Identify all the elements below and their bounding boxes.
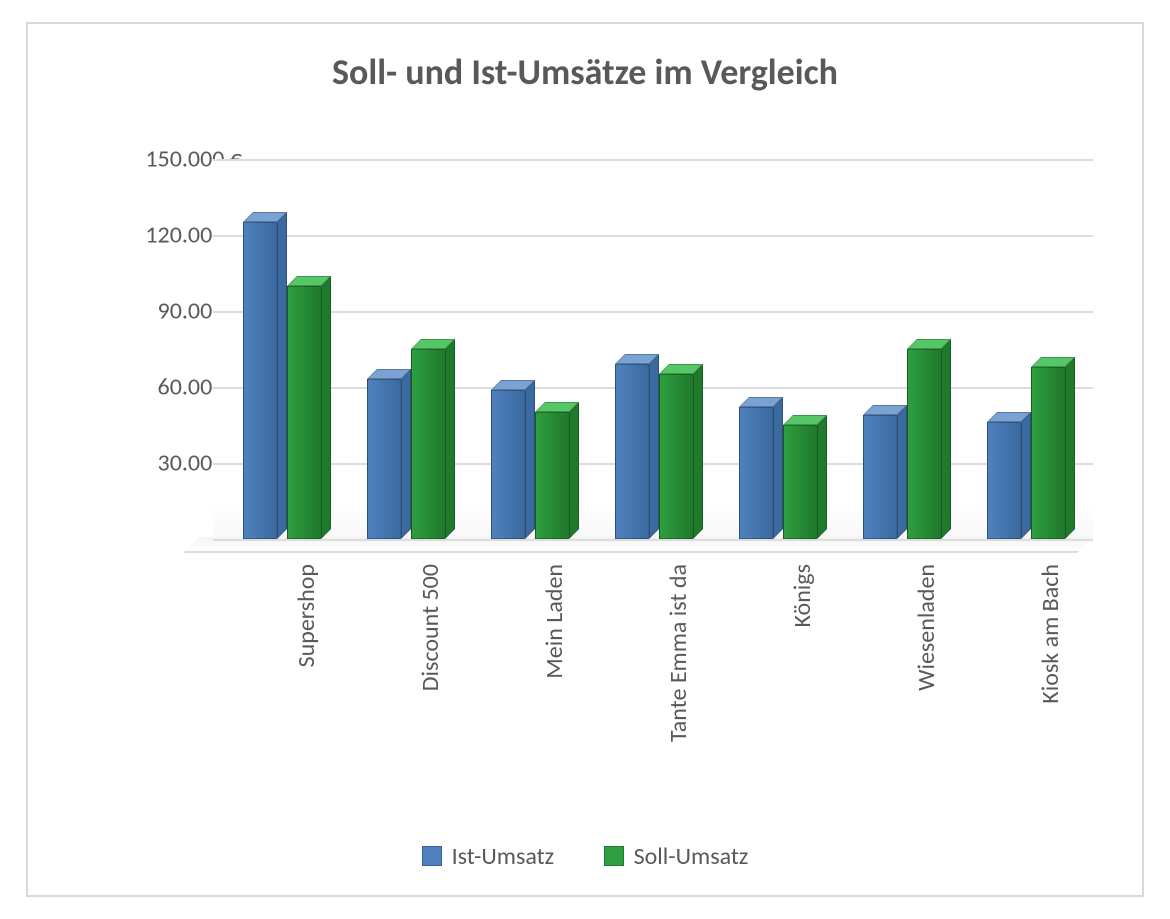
bar-soll (783, 425, 817, 539)
x-tick-label: Kiosk am Bach (1036, 564, 1065, 704)
bar-ist (367, 379, 401, 539)
x-tick-label: Mein Laden (540, 564, 569, 679)
x-tick-label: Wiesenladen (912, 564, 941, 691)
legend-item-ist: Ist-Umsatz (422, 842, 555, 871)
chart-frame: Soll- und Ist-Umsätze im Vergleich - €30… (26, 22, 1144, 897)
bar-soll (659, 374, 693, 539)
x-tick-label: Königs (788, 564, 817, 628)
plot-area (213, 159, 1093, 539)
chart-title: Soll- und Ist-Umsätze im Vergleich (28, 50, 1142, 94)
bar-soll (287, 286, 321, 539)
legend-label-ist: Ist-Umsatz (452, 842, 555, 871)
x-tick-label: Supershop (292, 564, 321, 667)
bars-layer (213, 159, 1093, 539)
legend-label-soll: Soll-Umsatz (634, 842, 749, 871)
legend-swatch-ist (422, 846, 442, 866)
x-axis-labels: Supershop Discount 500 Mein Laden Tante Emm… (213, 564, 1093, 844)
legend-item-soll: Soll-Umsatz (604, 842, 749, 871)
bar-ist (987, 422, 1021, 539)
bar-ist (491, 390, 525, 539)
x-tick-label: Discount 500 (416, 564, 445, 691)
bar-soll (907, 349, 941, 539)
bar-ist (739, 407, 773, 539)
bar-soll (1031, 367, 1065, 539)
legend-swatch-soll (604, 846, 624, 866)
bar-ist (863, 415, 897, 539)
bar-soll (535, 412, 569, 539)
bar-ist (615, 364, 649, 539)
chart-container: Soll- und Ist-Umsätze im Vergleich - €30… (0, 0, 1170, 919)
bar-ist (243, 222, 277, 539)
bar-soll (411, 349, 445, 539)
x-tick-label: Tante Emma ist da (664, 564, 693, 742)
legend: Ist-Umsatz Soll-Umsatz (28, 842, 1142, 874)
